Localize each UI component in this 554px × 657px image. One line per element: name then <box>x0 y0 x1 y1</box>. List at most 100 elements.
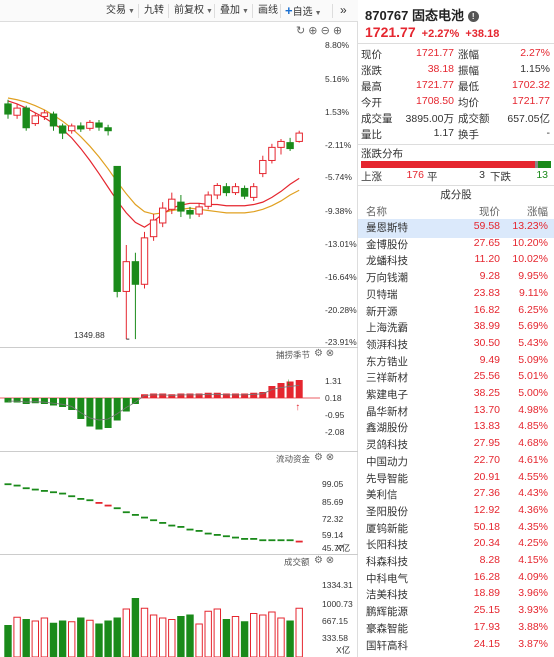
gear-icon[interactable]: ⚙ <box>314 555 323 566</box>
divider <box>358 144 554 145</box>
quote-panel: 870767 固态电池 ! 1721.77 +2.27% +38.18 现价 17… <box>358 0 554 657</box>
constituent-row[interactable]: 豪森智能 17.93 3.88% <box>358 620 554 639</box>
constituent-row[interactable]: 中国动力 22.70 4.61% <box>358 453 554 472</box>
add-watchlist-button[interactable]: +自选 ▼ <box>285 3 322 19</box>
adjust-menu[interactable]: 前复权 ▼ <box>174 3 213 19</box>
flow-mark <box>77 498 85 500</box>
volume-tools: ⚙ ⊗ <box>314 555 334 566</box>
flow-mark <box>68 495 76 498</box>
candle-body <box>186 209 194 215</box>
double-chevron-right-icon[interactable]: » <box>340 3 347 17</box>
constituent-row[interactable]: 金博股份 27.65 10.20% <box>358 236 554 255</box>
constituent-row[interactable]: 新开源 16.82 6.25% <box>358 303 554 322</box>
flow-mark <box>213 534 221 536</box>
constituent-row[interactable]: 中科电气 16.28 4.09% <box>358 570 554 589</box>
quote-row: 现价 1721.77 涨幅 2.27% <box>358 46 554 62</box>
constituent-row[interactable]: 鹏辉能源 25.15 3.93% <box>358 603 554 622</box>
flow-mark <box>31 488 39 491</box>
header-price[interactable]: 现价 <box>479 206 500 218</box>
constituent-row[interactable]: 万向钱潮 9.28 9.95% <box>358 269 554 288</box>
constituent-row[interactable]: 鑫湖股份 13.83 4.85% <box>358 419 554 438</box>
gear-icon[interactable]: ⚙ <box>314 452 323 463</box>
macd-bar <box>232 393 239 398</box>
close-icon[interactable]: ⊗ <box>325 452 335 463</box>
zoom-out-icon[interactable]: ⊖ <box>320 25 330 37</box>
constituent-name: 曼恩斯特 <box>366 222 408 234</box>
chevron-down-icon: ▼ <box>314 10 322 17</box>
quote-value: 1708.50 <box>416 95 454 107</box>
constituent-row[interactable]: 领湃科技 30.50 5.43% <box>358 336 554 355</box>
quote-row: 量比 1.17 换手 - <box>358 126 554 142</box>
candle-body <box>95 122 103 128</box>
constituent-row[interactable]: 美利信 27.36 4.43% <box>358 486 554 505</box>
flow-mark <box>4 483 12 486</box>
quote-label: 均价 <box>458 97 479 109</box>
overlay-label: 叠加 <box>220 5 240 16</box>
quote-label: 今开 <box>361 97 382 109</box>
constituent-row[interactable]: 灵鸽科技 27.95 4.68% <box>358 436 554 455</box>
header-change[interactable]: 涨幅 <box>527 206 548 218</box>
low-price-label: 1349.88 <box>74 330 105 340</box>
info-icon[interactable]: ! <box>467 11 479 22</box>
candle-body <box>40 112 49 117</box>
constituent-row[interactable]: 厦钨新能 50.18 4.35% <box>358 520 554 539</box>
close-icon[interactable]: ⊗ <box>325 555 335 566</box>
flow-mark <box>241 538 249 540</box>
volume-bar <box>140 607 149 657</box>
constituent-row[interactable]: 上海洗霸 38.99 5.69% <box>358 319 554 338</box>
constituent-row[interactable]: 圣阳股份 12.92 4.36% <box>358 503 554 522</box>
constituent-row[interactable]: 贝特瑞 23.83 9.11% <box>358 286 554 305</box>
constituent-row[interactable]: 晶华新材 13.70 4.98% <box>358 403 554 422</box>
constituent-row[interactable]: 紫建电子 38.25 5.00% <box>358 386 554 405</box>
macd-bar <box>59 398 67 407</box>
macd-bar <box>77 398 85 419</box>
quote-value: - <box>546 127 551 139</box>
header-name[interactable]: 名称 <box>366 206 387 218</box>
quote-value: 1.15% <box>520 63 550 75</box>
quote-value: 38.18 <box>427 63 454 75</box>
constituent-row[interactable]: 东方锆业 9.49 5.09% <box>358 353 554 372</box>
constituent-row[interactable]: 长阳科技 20.34 4.25% <box>358 536 554 555</box>
macd-bar <box>68 398 76 410</box>
constituent-price: 23.83 <box>473 286 500 299</box>
flow-mark <box>50 491 57 494</box>
constituent-row[interactable]: 先导智能 20.91 4.55% <box>358 470 554 489</box>
volume-unit: X亿 <box>336 645 351 655</box>
divider <box>358 185 554 186</box>
quote-label: 成交量 <box>361 113 393 125</box>
close-icon[interactable]: ⊗ <box>325 348 335 359</box>
constituent-price: 25.56 <box>473 370 500 383</box>
add-indicator-icon[interactable]: ⊕ <box>332 25 343 37</box>
constituent-row[interactable]: 龙蟠科技 11.20 10.02% <box>358 252 554 271</box>
change-amount: +38.18 <box>465 28 500 40</box>
zoom-in-icon[interactable]: ⊕ <box>308 25 318 37</box>
draw-line-button[interactable]: 画线 <box>258 5 278 16</box>
refresh-icon[interactable]: ↻ <box>296 25 306 37</box>
volume-bar <box>49 622 58 657</box>
macd-bar <box>141 394 148 398</box>
constituent-row[interactable]: 三祥新材 25.56 5.01% <box>358 369 554 388</box>
quote-row: 涨跌 38.18 振幅 1.15% <box>358 62 554 78</box>
constituent-row[interactable]: 科森科技 8.28 4.15% <box>358 553 554 572</box>
candle-body <box>295 132 303 142</box>
constituent-change: 4.68% <box>518 437 548 450</box>
volume-ytick: 333.58 <box>322 633 348 643</box>
constituent-row[interactable]: 洁美科技 18.89 3.96% <box>358 586 554 605</box>
gear-icon[interactable]: ⚙ <box>314 348 323 359</box>
quote-label: 换手 <box>458 129 479 141</box>
flow-mark <box>22 487 30 490</box>
constituent-row[interactable]: 国轩高科 24.15 3.87% <box>358 637 554 656</box>
macd-bar <box>86 398 94 427</box>
trade-menu[interactable]: 交易 ▼ <box>106 3 135 19</box>
overlay-menu[interactable]: 叠加 ▼ <box>220 3 249 19</box>
constituent-change: 5.00% <box>518 387 548 399</box>
nine-turn-button[interactable]: 九转 <box>144 5 164 16</box>
macd-bar <box>168 394 176 398</box>
constituent-row[interactable]: 曼恩斯特 59.58 13.23% <box>358 219 554 238</box>
kline-ytick: -23.91% <box>325 337 357 347</box>
quote-label: 最高 <box>361 81 382 93</box>
constituent-change: 5.69% <box>518 320 548 333</box>
flow-mark <box>40 490 48 492</box>
flow-mark <box>141 516 148 519</box>
constituents-header: 名称 现价 涨幅 <box>358 203 554 219</box>
